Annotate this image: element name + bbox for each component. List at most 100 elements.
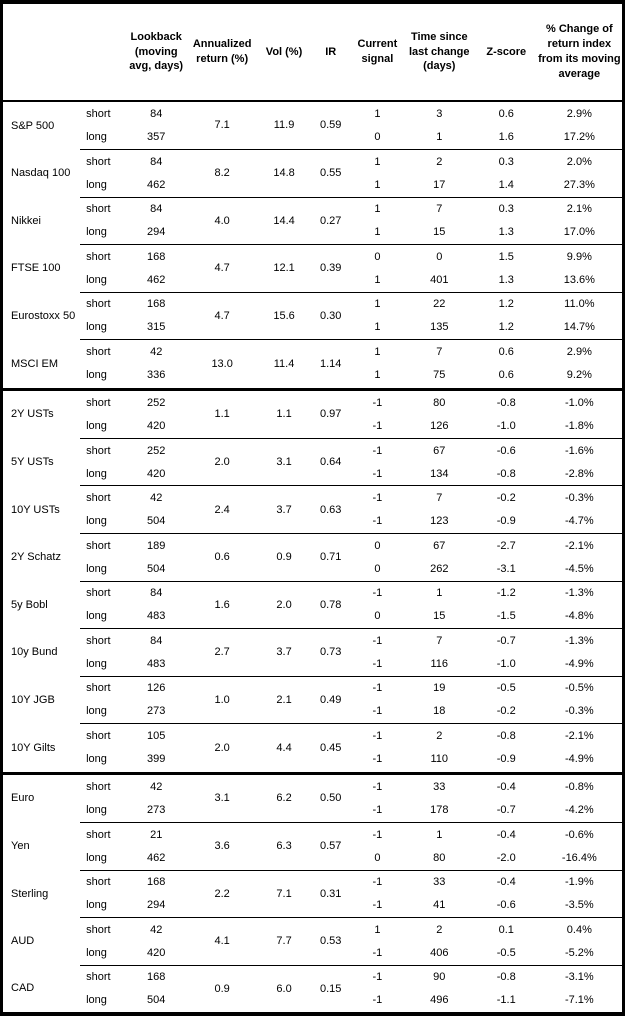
lookback-value: 483 [147, 657, 166, 670]
ir-value: 0.39 [309, 244, 353, 293]
zscore-value: -2.7 [475, 533, 537, 558]
signal-value: 0 [374, 562, 381, 575]
signal-value: 1 [374, 369, 381, 382]
pct-change-value: -3.5% [564, 899, 594, 912]
ir-value: 0.55 [309, 148, 353, 198]
lookback-value: 42 [126, 339, 186, 364]
header-pct-change: % Change of return index from its moving… [536, 4, 622, 102]
zscore-value: -0.5 [496, 946, 516, 959]
asset-row-long: long 273 -1 18 -0.2 -0.3% [3, 700, 622, 724]
header-current-signal: Current signal [352, 4, 403, 102]
signal-value: 0 [374, 610, 381, 623]
pct-change-value: -1.3% [536, 580, 622, 605]
asset-name: FTSE 100 [11, 262, 61, 275]
lookback-value: 84 [126, 148, 186, 174]
pct-change-value: 27.3% [563, 178, 595, 191]
asset-name: Nikkei [11, 214, 41, 227]
pct-change-value: -0.3% [564, 705, 594, 718]
ir-value: 0.53 [309, 917, 353, 966]
zscore-value: 1.3 [498, 226, 514, 239]
lookback-value: 483 [147, 610, 166, 623]
days-since-change-value: 19 [402, 675, 476, 700]
vol-value: 3.7 [258, 485, 310, 534]
vol-value: 11.9 [273, 119, 295, 132]
period-label: long [86, 226, 107, 239]
days-since-change-value: 401 [430, 273, 449, 286]
signal-value: -1 [352, 628, 403, 653]
annualized-return-value: 2.4 [185, 485, 259, 534]
zscore-value: -0.4 [475, 821, 537, 847]
days-since-change-value: 178 [430, 804, 449, 817]
signal-value: -1 [372, 804, 383, 817]
ir-value: 0.49 [309, 675, 353, 724]
annualized-return-value: 8.2 [185, 148, 259, 198]
days-since-change-value: 2 [402, 148, 476, 174]
days-since-change-value: 135 [430, 321, 449, 334]
zscore-value: 0.6 [475, 339, 537, 364]
asset-name: 5y Bobl [11, 598, 48, 611]
zscore-value: -0.5 [475, 675, 537, 700]
zscore-value: -0.4 [475, 869, 537, 894]
days-since-change-value: 1 [402, 580, 476, 605]
days-since-change-value: 496 [430, 994, 449, 1007]
zscore-value: -0.6 [475, 437, 537, 463]
ir-value: 0.78 [309, 580, 353, 629]
pct-change-value: -4.2% [564, 804, 594, 817]
period-label: long [86, 369, 107, 382]
pct-change-value: 2.1% [536, 196, 622, 221]
header-ir: IR [309, 4, 353, 102]
pct-change-value: 9.9% [536, 244, 622, 269]
zscore-value: 0.3 [475, 148, 537, 174]
lookback-value: 504 [147, 994, 166, 1007]
asset-name: 10Y JGB [11, 693, 55, 706]
header-lookback: Lookback (moving avg, days) [126, 4, 186, 102]
asset-row-long: long 420 -1 126 -1.0 -1.8% [3, 415, 622, 439]
period-label: long [86, 273, 107, 286]
lookback-value: 42 [126, 917, 186, 942]
vol-value: 6.2 [258, 771, 310, 823]
asset-row-long: long 294 1 15 1.3 17.0% [3, 221, 622, 245]
zscore-value: -0.9 [496, 515, 516, 528]
lookback-value: 126 [126, 675, 186, 700]
annualized-return-value: 0.6 [185, 533, 259, 582]
ir-value: 0.57 [309, 821, 353, 871]
vol-value: 15.6 [258, 291, 310, 340]
zscore-value: 0.6 [498, 107, 514, 120]
vol-value: 2.1 [258, 675, 310, 724]
signal-value: 0 [374, 131, 381, 144]
period-label: short [80, 196, 127, 221]
zscore-value: -0.8 [475, 723, 537, 748]
pct-change-value: 13.6% [563, 273, 595, 286]
period-label: short [80, 244, 127, 269]
pct-change-value: -7.1% [564, 994, 594, 1007]
lookback-value: 357 [147, 131, 166, 144]
ir-value: 0.45 [309, 723, 353, 774]
asset-row-long: long 420 -1 406 -0.5 -5.2% [3, 941, 622, 965]
pct-change-value: -0.6% [536, 821, 622, 847]
zscore-value: -0.8 [496, 467, 516, 480]
pct-change-value: 17.0% [563, 226, 595, 239]
ir-value: 0.73 [309, 628, 353, 677]
lookback-value: 168 [126, 291, 186, 316]
pct-change-value: -4.5% [564, 562, 594, 575]
asset-row-short: Euro short 42 3.1 6.2 0.50 -1 33 -0.4 -0.8% [3, 771, 622, 823]
days-since-change-value: 7 [402, 485, 476, 510]
ir-value: 0.64 [309, 437, 353, 486]
days-since-change-value: 67 [402, 533, 476, 558]
pct-change-value: -4.9% [564, 753, 594, 766]
asset-row-long: long 294 -1 41 -0.6 -3.5% [3, 894, 622, 918]
ir-value: 0.27 [309, 196, 353, 245]
annualized-return-value: 4.7 [185, 244, 259, 293]
signal-value: 1 [374, 178, 381, 191]
asset-row-long: long 483 0 15 -1.5 -4.8% [3, 605, 622, 629]
signal-value: -1 [352, 387, 403, 415]
period-label: long [86, 131, 107, 144]
asset-row-short: Yen short 21 3.6 6.3 0.57 -1 1 -0.4 -0.6% [3, 821, 622, 871]
zscore-value: -2.0 [496, 851, 516, 864]
lookback-value: 21 [126, 821, 186, 847]
pct-change-value: -1.8% [564, 420, 594, 433]
pct-change-value: -1.9% [536, 869, 622, 894]
signal-value: -1 [372, 467, 383, 480]
asset-row-short: Nikkei short 84 4.0 14.4 0.27 1 7 0.3 2.1% [3, 196, 622, 245]
